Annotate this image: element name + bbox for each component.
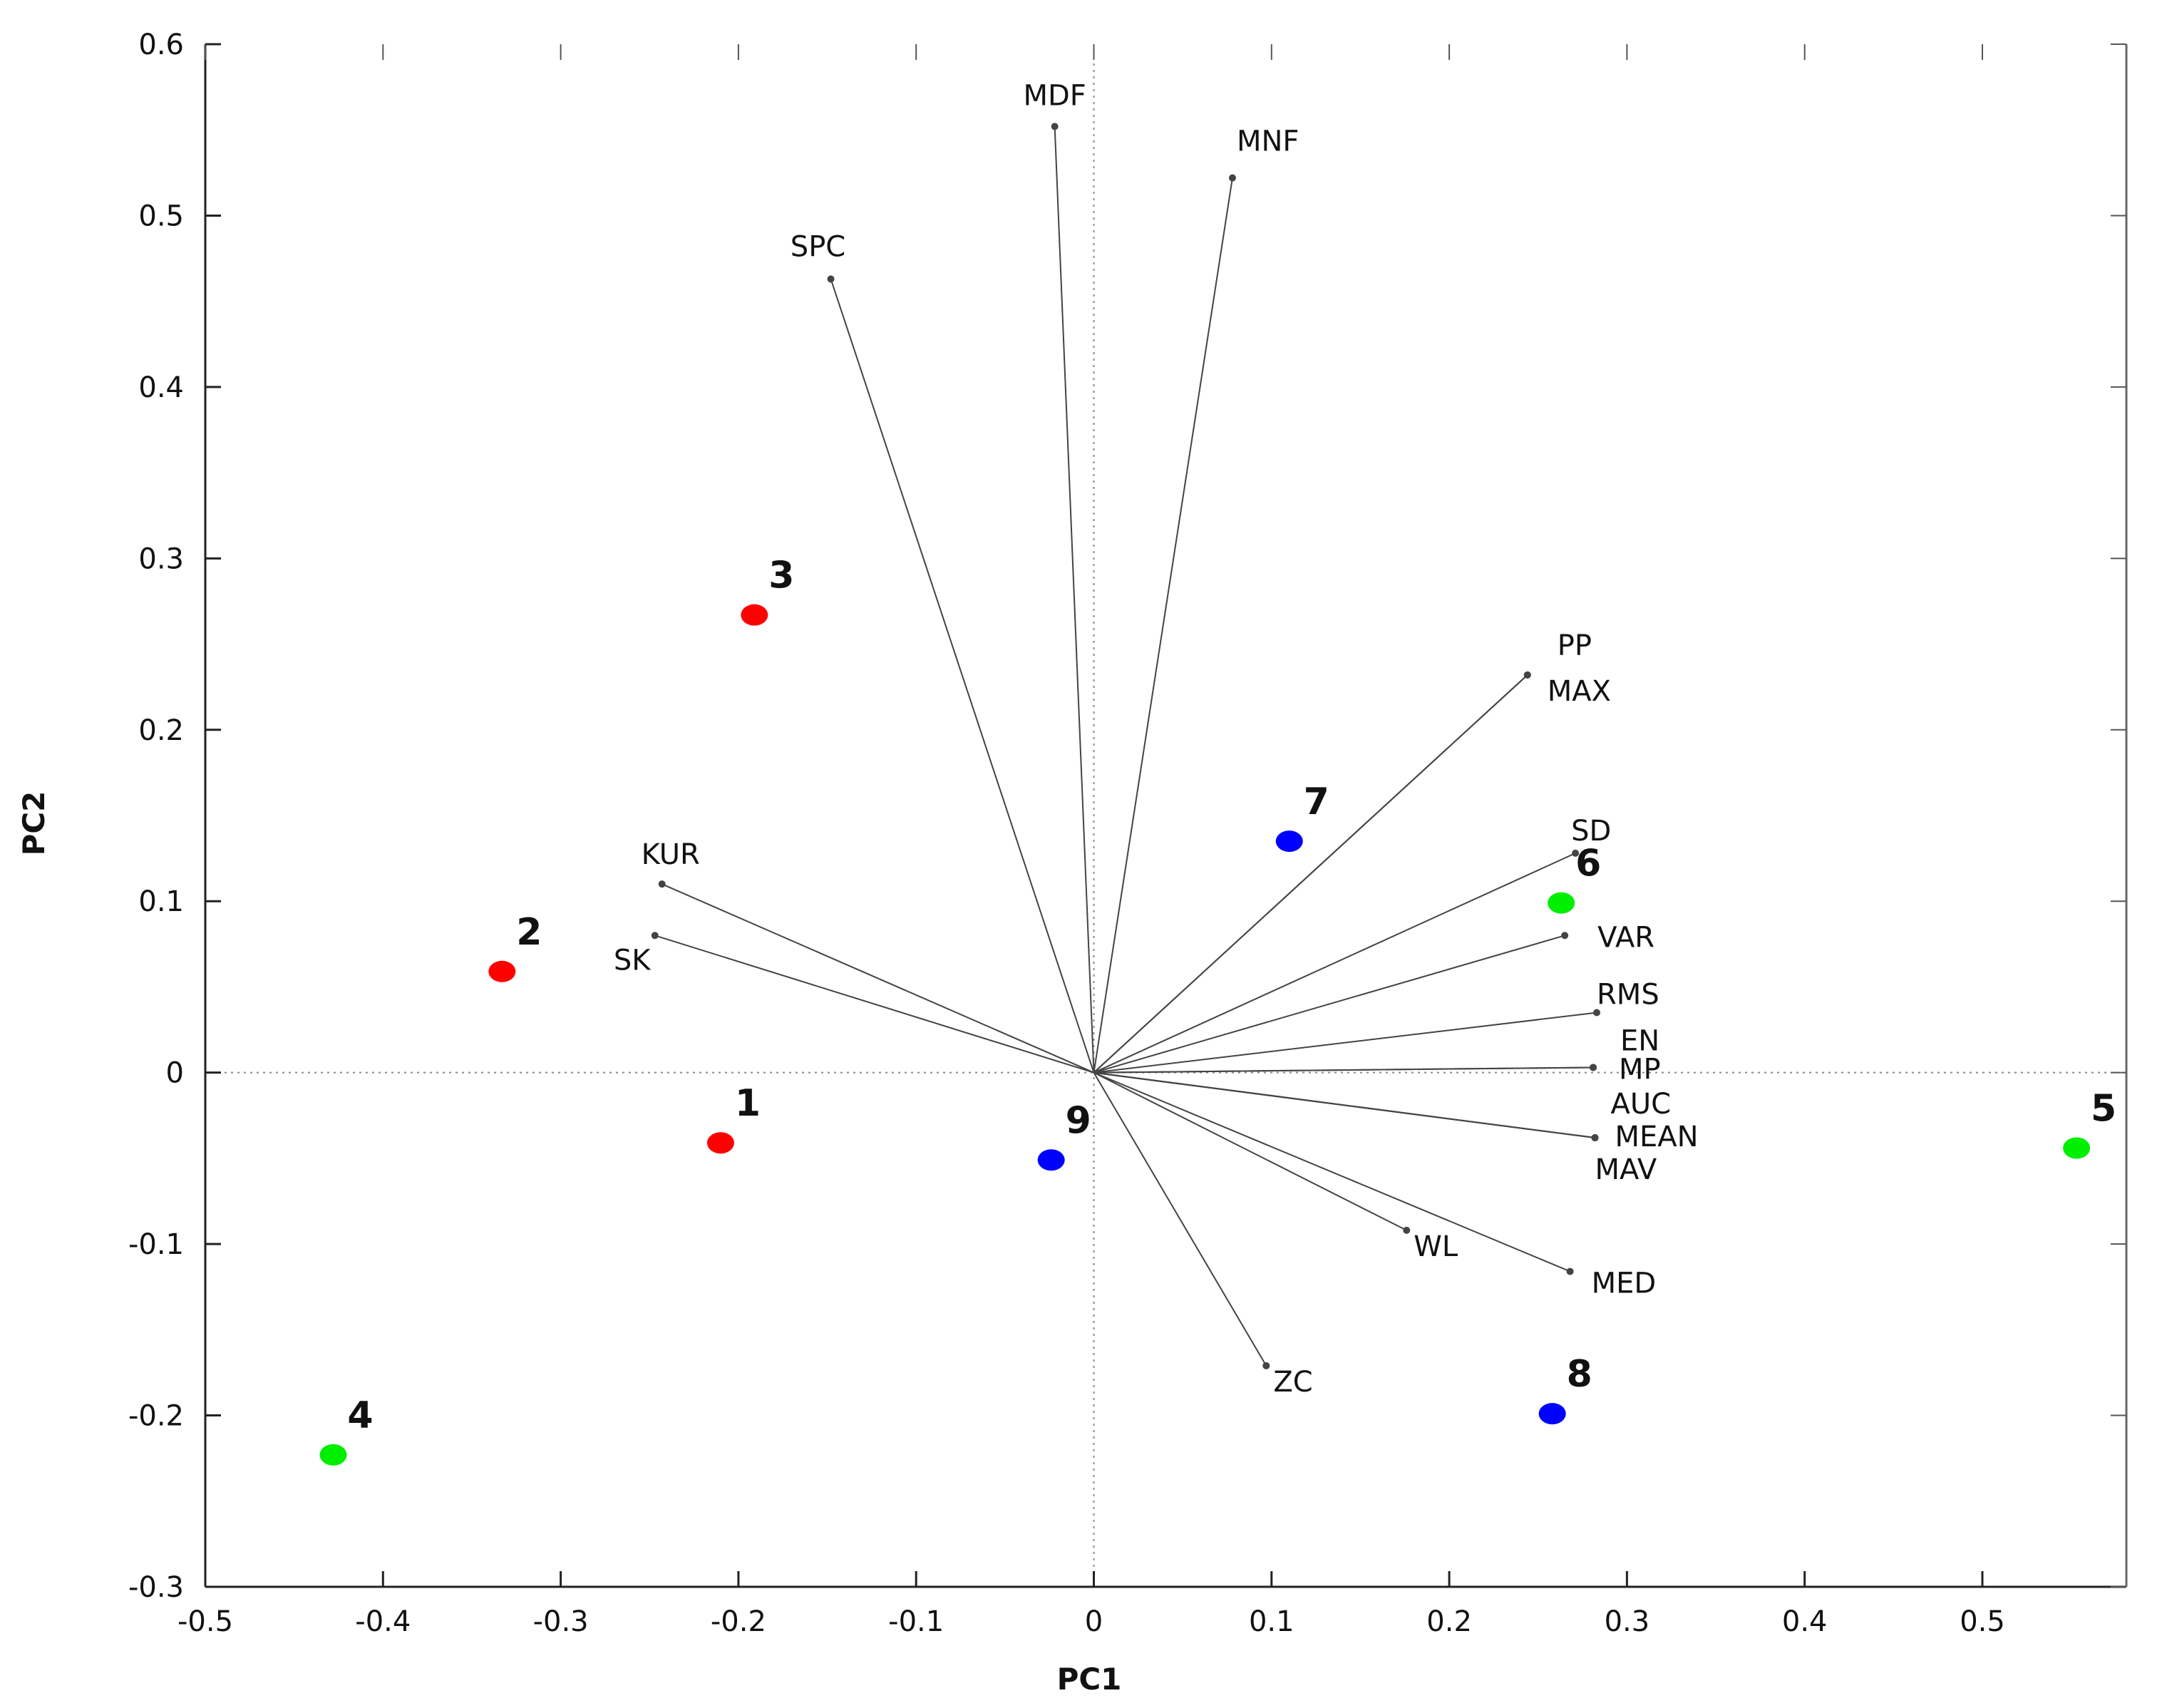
loading-label-pp: PP — [1558, 629, 1592, 662]
y-tick-label: 0 — [166, 1057, 184, 1090]
loading-label-wl: WL — [1414, 1230, 1458, 1263]
x-tick-label: -0.5 — [177, 1605, 233, 1638]
y-tick-label: 0.2 — [138, 714, 184, 747]
x-tick-label: 0.1 — [1249, 1605, 1294, 1638]
score-point-label-6: 6 — [1575, 843, 1601, 885]
loading-label-max: MAX — [1548, 675, 1611, 708]
loading-label-sk: SK — [614, 944, 652, 977]
x-tick-label: -0.2 — [711, 1605, 766, 1638]
score-point-6 — [1548, 892, 1575, 914]
score-points: 1 2 3 4 5 6 7 8 9 — [319, 555, 2116, 1466]
loading-label-zc: ZC — [1273, 1366, 1312, 1399]
loading-tip-mnf — [1228, 174, 1236, 182]
loading-tip-var — [1561, 932, 1569, 940]
x-tick-label: 0.2 — [1426, 1605, 1472, 1638]
loading-label-kur: KUR — [642, 838, 700, 871]
loading-vector-max — [1093, 674, 1528, 1074]
loading-vector-rms — [1093, 1012, 1597, 1074]
loading-tip-zc — [1262, 1362, 1270, 1369]
score-point-3 — [741, 604, 768, 626]
loading-vector-var — [1093, 935, 1565, 1074]
loading-tip-kur — [658, 880, 666, 888]
x-axis-title: PC1 — [1057, 1662, 1122, 1697]
score-point-label-7: 7 — [1304, 781, 1329, 823]
loading-vector-mnf — [1093, 178, 1233, 1073]
x-tick-label: 0.3 — [1605, 1605, 1650, 1638]
loading-tip-mav — [1591, 1134, 1599, 1142]
loading-vector-mav — [1093, 1071, 1595, 1139]
score-point-label-4: 4 — [347, 1394, 373, 1437]
loading-label-mav: MAV — [1595, 1153, 1657, 1186]
score-point-1 — [706, 1132, 734, 1154]
loading-tip-mdf — [1051, 123, 1059, 130]
loading-vector-mp — [1093, 1066, 1594, 1074]
score-point-label-2: 2 — [516, 911, 542, 954]
score-point-7 — [1275, 830, 1303, 853]
loading-vector-med — [1093, 1071, 1571, 1272]
loading-tip-sk — [651, 932, 659, 940]
y-tick-label: 0.3 — [138, 542, 184, 575]
loading-label-var: VAR — [1597, 921, 1654, 954]
loading-label-auc: AUC — [1611, 1088, 1672, 1121]
loading-vector-spc — [830, 279, 1095, 1073]
loading-tip-max — [1523, 671, 1531, 679]
y-axis-title: PC2 — [16, 791, 51, 856]
y-tick-label: 0.5 — [138, 200, 184, 232]
x-ticks: -0.5 -0.4 -0.3 -0.2 -0.1 0 0.1 0.2 0.3 0.4 0.5 — [177, 44, 2005, 1638]
loading-vector-sk — [654, 935, 1094, 1074]
score-point-5 — [2063, 1137, 2091, 1159]
loading-tip-rms — [1593, 1009, 1601, 1017]
x-tick-label: -0.4 — [355, 1605, 411, 1638]
loading-label-med: MED — [1592, 1267, 1657, 1300]
loading-label-mdf: MDF — [1023, 79, 1086, 112]
loading-vector-zc — [1093, 1072, 1267, 1367]
loading-tip-med — [1566, 1267, 1574, 1275]
score-point-8 — [1538, 1403, 1566, 1425]
y-tick-label: 0.1 — [138, 885, 184, 918]
loading-tip-mp — [1590, 1064, 1597, 1071]
score-point-2 — [488, 960, 516, 982]
loading-tip-spc — [827, 275, 835, 283]
loading-label-rms: RMS — [1597, 979, 1659, 1012]
score-point-9 — [1037, 1149, 1065, 1171]
loading-vector-kur — [662, 883, 1094, 1074]
y-tick-label: -0.1 — [128, 1228, 184, 1261]
y-ticks: -0.3 -0.2 -0.1 0 0.1 0.2 0.3 0.4 0.5 0.6 — [128, 29, 2126, 1604]
score-point-label-3: 3 — [768, 555, 794, 597]
x-tick-label: 0 — [1085, 1605, 1103, 1638]
y-tick-label: -0.3 — [128, 1571, 184, 1604]
loading-label-mean: MEAN — [1615, 1121, 1699, 1153]
loading-label-spc: SPC — [791, 230, 845, 263]
loading-label-mp: MP — [1619, 1053, 1661, 1086]
score-point-label-8: 8 — [1567, 1353, 1592, 1396]
score-point-4 — [319, 1444, 347, 1466]
x-tick-label: -0.1 — [888, 1605, 944, 1638]
loading-label-mnf: MNF — [1237, 125, 1299, 158]
loading-vector-wl — [1093, 1071, 1407, 1231]
loading-vector-sd — [1093, 852, 1576, 1074]
score-point-label-5: 5 — [2091, 1087, 2116, 1130]
loading-label-sd: SD — [1571, 815, 1611, 848]
score-point-label-9: 9 — [1066, 1099, 1091, 1142]
y-tick-label: -0.2 — [128, 1400, 184, 1433]
y-tick-label: 0.6 — [138, 29, 184, 61]
y-tick-label: 0.4 — [138, 371, 184, 404]
loading-label-en: EN — [1620, 1024, 1659, 1057]
x-tick-label: -0.3 — [533, 1605, 589, 1638]
loading-tip-wl — [1403, 1226, 1411, 1234]
loading-tip-sd — [1572, 849, 1580, 857]
x-tick-label: 0.4 — [1782, 1605, 1828, 1638]
score-point-label-1: 1 — [735, 1082, 761, 1125]
loading-vector-mdf — [1054, 126, 1095, 1073]
x-tick-label: 0.5 — [1960, 1605, 2005, 1638]
